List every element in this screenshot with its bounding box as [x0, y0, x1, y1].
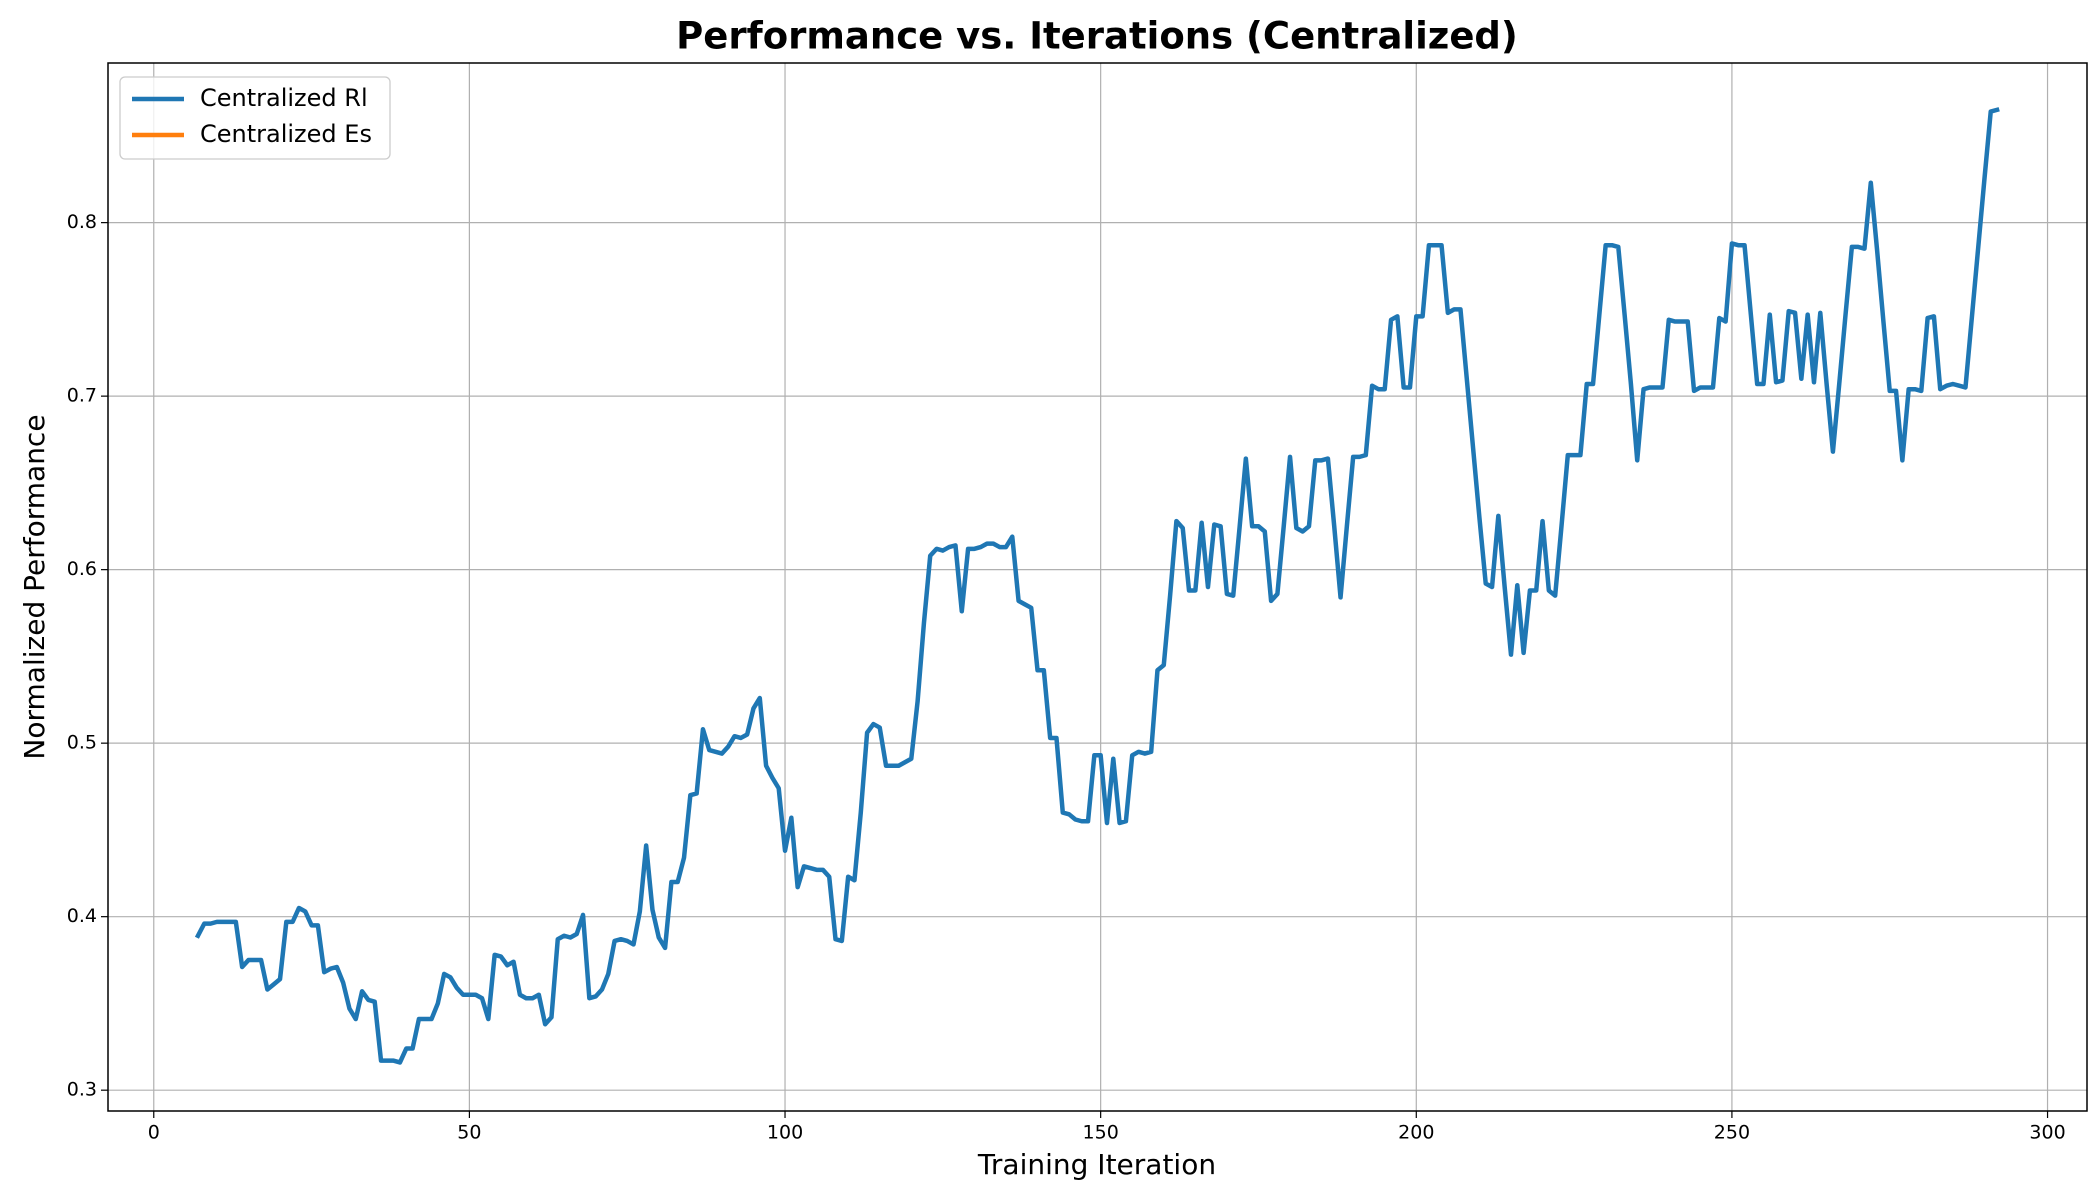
y-axis-label: Normalized Performance [18, 414, 51, 759]
y-tick-label: 0.4 [67, 905, 97, 927]
x-tick-label: 100 [767, 1122, 803, 1144]
chart-title: Performance vs. Iterations (Centralized) [676, 15, 1518, 58]
x-tick-label: 250 [1714, 1122, 1750, 1144]
y-tick-label: 0.8 [67, 211, 97, 233]
plot-frame [107, 62, 2088, 1112]
x-tick-label: 300 [2029, 1122, 2065, 1144]
y-tick-label: 0.5 [67, 732, 97, 754]
x-tick-label: 200 [1398, 1122, 1434, 1144]
y-tick-label: 0.3 [67, 1079, 97, 1101]
legend-label: Centralized Rl [200, 84, 368, 112]
data-line [194, 107, 2000, 1065]
legend-box [119, 76, 391, 160]
x-axis-label: Training Iteration [977, 1148, 1216, 1181]
x-tick-label: 150 [1083, 1122, 1119, 1144]
y-tick-label: 0.7 [67, 385, 97, 407]
y-tick-label: 0.6 [67, 558, 97, 580]
legend-label: Centralized Es [200, 120, 372, 148]
x-tick-label: 50 [457, 1122, 481, 1144]
x-tick-label: 0 [148, 1122, 160, 1144]
